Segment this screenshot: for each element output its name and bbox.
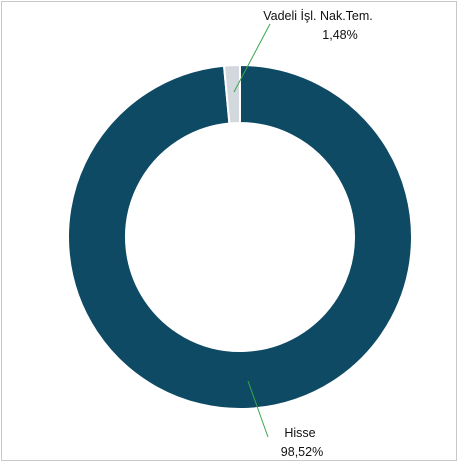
leader-line-vadeli <box>233 23 271 93</box>
slice-vadeli <box>222 63 241 125</box>
slice-label-vadeli: Vadeli İşl. Nak.Tem. <box>263 9 373 23</box>
slice-hisse <box>67 63 413 410</box>
slice-value-vadeli: 1,48% <box>322 28 357 42</box>
slice-value-hisse: 98,52% <box>281 445 323 459</box>
slices-group <box>67 63 413 410</box>
slice-label-hisse: Hisse <box>284 426 315 440</box>
leader-line-hisse <box>247 380 269 438</box>
